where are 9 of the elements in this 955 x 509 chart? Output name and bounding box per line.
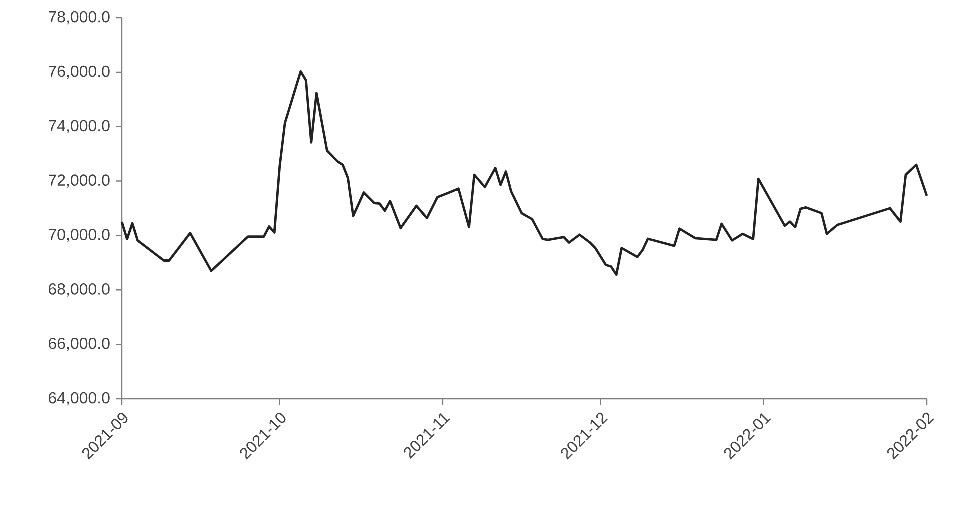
y-tick-label: 76,000.0	[49, 66, 110, 80]
y-tick-label: 70,000.0	[49, 229, 110, 242]
y-tick-label: 78,000.0	[49, 11, 110, 25]
y-tick-label: 66,000.0	[49, 338, 110, 352]
y-tick-label: 72,000.0	[49, 174, 110, 188]
y-tick-label: 64,000.0	[49, 392, 110, 406]
line-series	[120, 70, 928, 276]
y-tick-label: 68,000.0	[49, 284, 110, 297]
y-tick-label: 74,000.0	[49, 120, 110, 134]
